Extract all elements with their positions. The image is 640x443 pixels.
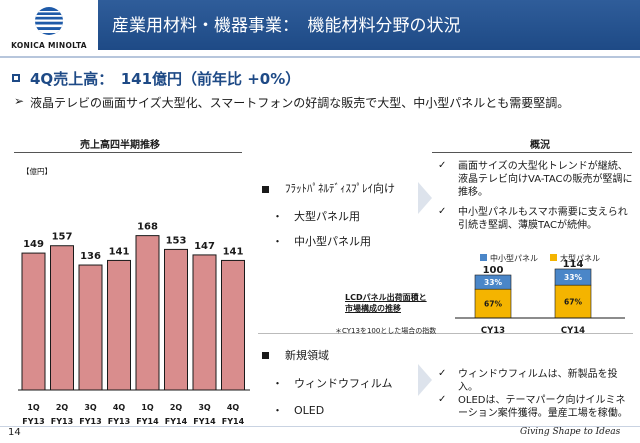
arrow-bullet-icon: ➢ (14, 94, 25, 108)
x-tick-year: FY13 (79, 417, 101, 426)
arrow-right-icon (418, 182, 432, 214)
x-tick-quarter: 4Q (227, 403, 240, 412)
checkmark-icon: ✓ (438, 368, 447, 379)
legend-swatch (550, 254, 557, 261)
x-tick-label: CY14 (561, 326, 585, 336)
flat-item-small-medium: ・ 中小型パネル用 (272, 235, 371, 248)
new-field-heading: 新規領域 (285, 349, 329, 362)
chart-title-underline (14, 152, 242, 153)
segment-label: 67% (484, 300, 502, 309)
bar-value-label: 168 (137, 222, 158, 233)
x-tick-year: FY13 (22, 417, 44, 426)
lcd-chart-title-line: LCDパネル出荷面積と (345, 293, 427, 302)
overview-point-window-film: ウィンドウフィルムは、新製品を投入。 (458, 369, 618, 393)
bar-value-label: 147 (194, 241, 215, 252)
bar-value-label: 153 (166, 235, 187, 246)
page-title: 産業用材料・機器事業： 機能材料分野の状況 (112, 16, 461, 36)
legend-label: 中小型パネル (490, 253, 538, 263)
square-bullet-icon (262, 186, 269, 193)
large-panel-segment (554, 284, 592, 319)
small-panel-segment (474, 274, 512, 290)
headline-sales: 4Q売上高： 141億円（前年比 +0%） (30, 70, 301, 88)
x-tick-quarter: 3Q (198, 403, 211, 412)
flat-panel-heading: ﾌﾗｯﾄﾊﾟﾈﾙﾃﾞｨｽﾌﾟﾚｲ向け (285, 182, 395, 195)
headline-summary: 液晶テレビの画面サイズ大型化、スマートフォンの好調な販売で大型、中小型パネルとも… (30, 96, 570, 110)
overview-point-oled: OLEDは、テーマパーク向けイルミネーション案件獲得。量産工場を稼働。 (458, 395, 628, 419)
quarterly-sales-chart: 149 1Q FY13 157 2Q FY13 136 3Q FY13 141 4Q FY13 168 1… (18, 222, 250, 426)
footer-divider (0, 426, 640, 427)
arrow-right-icon (418, 364, 432, 396)
x-tick-year: FY13 (108, 417, 130, 426)
sales-bar (107, 259, 131, 391)
checkmark-icon: ✓ (438, 160, 447, 171)
logo: KONICA MINOLTA (0, 0, 96, 60)
x-tick-year: FY14 (193, 417, 216, 426)
sales-bar (192, 254, 217, 391)
x-tick-year: FY14 (222, 417, 245, 426)
sales-bar (78, 264, 103, 391)
overview-point-small-panel: 中小型パネルもスマホ需要に支えられ引続き堅調、薄膜TACが続伸。 (458, 207, 628, 231)
flat-item-large: ・ 大型パネル用 (272, 210, 360, 223)
x-tick-year: FY14 (165, 417, 188, 426)
lcd-chart-note: ＊CY13を100とした場合の指数 (335, 327, 437, 335)
chart-unit-label: 【億円】 (22, 167, 52, 176)
header-bar (98, 0, 640, 50)
section-divider (258, 333, 633, 334)
x-tick-year: FY14 (136, 417, 159, 426)
total-index-label: 114 (563, 259, 584, 270)
square-bullet-icon (262, 352, 269, 359)
brand-tagline: Giving Shape to Ideas (520, 427, 621, 437)
header-divider (0, 56, 640, 58)
x-tick-quarter: 1Q (27, 403, 40, 412)
segment-label: 33% (564, 273, 582, 282)
x-tick-quarter: 4Q (113, 403, 126, 412)
lcd-chart-title: LCDパネル出荷面積と 市場構成の推移 (345, 292, 427, 314)
legend-swatch (480, 254, 487, 261)
sales-bar (164, 248, 188, 391)
checkmark-icon: ✓ (438, 394, 447, 405)
checkmark-icon: ✓ (438, 206, 447, 217)
x-tick-quarter: 2Q (56, 403, 69, 412)
segment-label: 33% (484, 278, 502, 287)
sales-bar (21, 252, 46, 391)
square-bullet-icon (12, 74, 20, 82)
page-number: 14 (8, 427, 21, 438)
x-tick-label: CY13 (481, 326, 505, 336)
sales-bar (221, 259, 245, 391)
overview-point-large-trend: 画面サイズの大型化トレンドが継続、液晶テレビ向けVA-TACの販売が堅調に推移。 (458, 161, 633, 198)
total-index-label: 100 (483, 265, 504, 276)
x-tick-quarter: 3Q (84, 403, 97, 412)
konica-minolta-globe-icon (35, 7, 63, 35)
large-panel-segment (474, 288, 512, 319)
legend-label: 大型パネル (560, 253, 600, 263)
bar-value-label: 149 (23, 239, 44, 250)
lcd-panel-chart: 中小型パネル 大型パネル 67% 33% 100 CY13 67% 33% 114 CY14 (455, 253, 625, 336)
bar-value-label: 141 (109, 246, 130, 257)
quarterly-chart-title: 売上高四半期推移 (80, 140, 160, 151)
bar-value-label: 157 (52, 232, 73, 243)
x-tick-year: FY13 (51, 417, 73, 426)
x-tick-quarter: 1Q (141, 403, 154, 412)
bar-value-label: 136 (80, 251, 101, 262)
x-tick-quarter: 2Q (170, 403, 183, 412)
sales-bar (50, 245, 74, 391)
overview-underline (432, 152, 632, 153)
new-item-window-film: ・ ウィンドウフィルム (272, 377, 393, 390)
new-item-oled: ・ OLED (272, 404, 325, 417)
lcd-chart-title-line: 市場構成の推移 (345, 304, 401, 313)
small-panel-segment (554, 268, 592, 286)
overview-title: 概況 (530, 140, 550, 151)
bar-value-label: 141 (223, 246, 244, 257)
sales-bar (135, 235, 160, 391)
segment-label: 67% (564, 298, 582, 307)
logo-text: KONICA MINOLTA (11, 41, 87, 50)
